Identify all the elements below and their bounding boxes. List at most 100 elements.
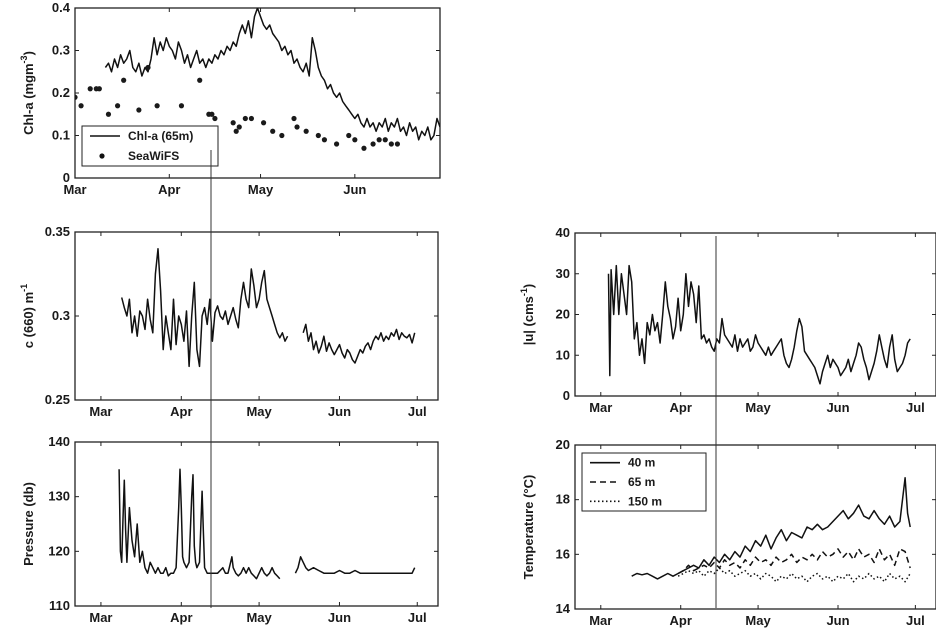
y-axis-label-suffix: )	[521, 284, 536, 288]
legend: 40 m 65 m 150 m	[581, 452, 707, 512]
x-tick-label: Jun	[343, 182, 366, 197]
data-point	[346, 132, 352, 139]
x-tick-label: Jun	[328, 404, 351, 419]
data-point	[212, 115, 218, 122]
plot-frame	[574, 444, 936, 610]
y-axis-label: Temperature (°C)	[521, 475, 536, 580]
y-tick-label: 18	[556, 492, 570, 507]
x-tick-label: Jun	[826, 400, 849, 415]
legend-label: 65 m	[628, 475, 655, 489]
plot-area	[120, 248, 416, 368]
legend-label: Chl-a (65m)	[128, 129, 193, 143]
data-point	[96, 86, 102, 92]
data-point	[294, 124, 300, 130]
y-axis-label: Pressure (db)	[21, 482, 36, 566]
x-tick-label: Apr	[158, 182, 180, 197]
data-point	[394, 141, 401, 147]
data-point	[78, 103, 84, 109]
series-line	[677, 567, 911, 583]
x-tick-label: Apr	[170, 404, 192, 419]
data-point	[209, 111, 215, 117]
x-tick-label: Jun	[826, 613, 849, 628]
data-point	[315, 132, 321, 139]
y-tick-label: 40	[556, 225, 570, 240]
y-axis-label-exponent: -1	[519, 288, 529, 296]
data-point	[242, 115, 248, 122]
y-tick-label: 140	[48, 434, 70, 449]
data-point	[105, 111, 112, 117]
data-point	[197, 77, 203, 83]
y-tick-label: 110	[49, 598, 70, 613]
y-axis-label: Chl-a (mgm-3)	[19, 51, 36, 135]
y-axis-label-main: |u| (cms	[521, 296, 536, 345]
data-point	[291, 115, 297, 122]
x-tick-label: May	[248, 182, 274, 197]
y-axis-label: |u| (cms-1)	[519, 284, 536, 346]
data-point	[154, 103, 160, 109]
x-tick-label: Jul	[906, 613, 925, 628]
y-axis-label-exponent: -1	[19, 284, 29, 292]
data-point	[233, 128, 239, 134]
data-point	[87, 86, 93, 92]
plot-frame	[74, 441, 439, 607]
x-tick-label: Jun	[328, 610, 351, 625]
series-line	[607, 264, 911, 385]
data-point	[145, 64, 151, 71]
x-tick-label: Apr	[670, 400, 692, 415]
y-tick-label: 30	[556, 266, 570, 281]
plot-area	[631, 477, 911, 583]
data-point	[303, 128, 309, 134]
data-point	[279, 132, 285, 139]
data-point	[248, 115, 255, 122]
y-tick-label: 20	[556, 307, 570, 322]
plot-frame	[574, 232, 936, 397]
data-point	[136, 107, 142, 113]
y-tick-label: 16	[556, 546, 570, 561]
x-tick-label: Jul	[906, 400, 925, 415]
x-tick-label: Jul	[408, 404, 427, 419]
x-tick-label: May	[745, 400, 771, 415]
x-tick-label: Mar	[89, 404, 112, 419]
data-point	[376, 137, 382, 143]
x-tick-label: Apr	[670, 613, 692, 628]
y-tick-label: 0	[63, 170, 70, 185]
x-tick-label: Mar	[89, 610, 112, 625]
plot-area	[118, 468, 416, 580]
y-tick-label: 0.1	[52, 128, 70, 143]
data-point	[352, 137, 358, 143]
x-tick-label: Mar	[63, 182, 86, 197]
y-tick-label: 0.3	[52, 308, 70, 323]
y-axis-label-main: c (660) m	[21, 292, 36, 348]
series-line	[104, 8, 440, 141]
data-point	[321, 137, 328, 143]
x-tick-label: Jul	[408, 610, 427, 625]
y-axis-label-suffix: )	[21, 51, 36, 55]
data-point	[75, 94, 78, 100]
data-point	[388, 141, 394, 147]
legend-label: 40 m	[628, 456, 655, 470]
data-point	[114, 103, 121, 109]
data-point	[333, 141, 340, 147]
legend-label: SeaWiFS	[128, 149, 179, 163]
y-axis-label-main: Chl-a (mgm	[21, 63, 36, 135]
y-tick-label: 14	[556, 601, 571, 616]
data-point	[382, 137, 388, 143]
x-tick-label: May	[745, 613, 771, 628]
y-tick-label: 10	[556, 347, 570, 362]
x-tick-label: Apr	[170, 610, 192, 625]
plot-frame	[74, 231, 439, 401]
pressure-panel: 110 120 130 140 Mar Apr May Jun Jul Pressure (db)	[21, 434, 439, 625]
data-point	[361, 145, 367, 151]
x-tick-label: May	[246, 610, 272, 625]
y-tick-label: 120	[48, 543, 70, 558]
series-line	[677, 548, 911, 575]
plot-area	[607, 264, 911, 385]
y-tick-label: 0.25	[45, 392, 70, 407]
series-line	[302, 323, 416, 364]
legend-label: 150 m	[628, 494, 662, 508]
y-tick-label: 0.3	[52, 43, 70, 58]
series-line	[118, 468, 281, 580]
data-point	[370, 141, 376, 147]
data-point	[121, 77, 127, 83]
